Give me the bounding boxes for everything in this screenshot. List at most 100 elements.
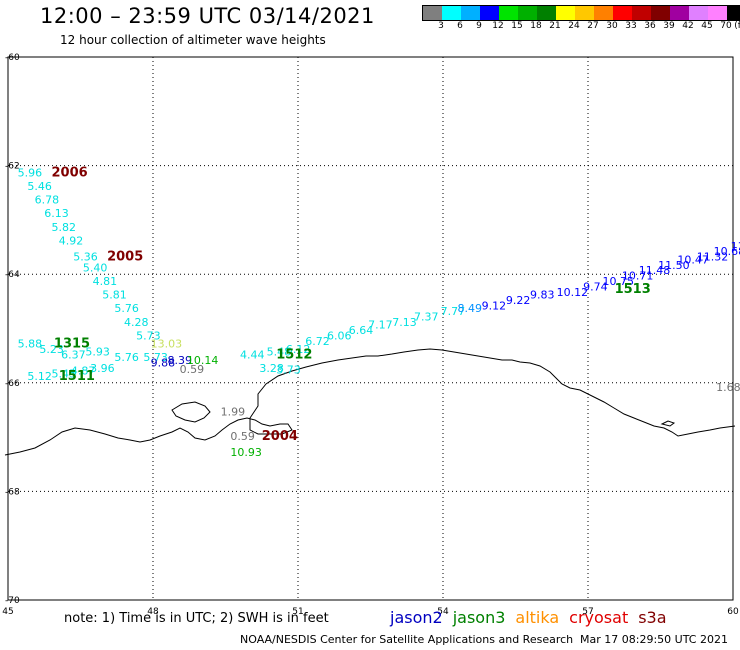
wave-height-label: 3.28 [259, 362, 284, 375]
lon-tick-label: 48 [147, 607, 159, 617]
wave-height-label: 5.73 [143, 351, 168, 364]
scale-label: 9 [476, 21, 482, 31]
wave-height-label: 3.96 [90, 362, 115, 375]
scale-swatch [689, 6, 708, 20]
mission-s3a: s3a [638, 608, 667, 627]
scale-label: 36 [644, 21, 656, 31]
scale-label: 12 [492, 21, 504, 31]
scale-label: 33 [625, 21, 637, 31]
scale-label: 39 [663, 21, 675, 31]
credit-text: NOAA/NESDIS Center for Satellite Applica… [240, 633, 574, 646]
wave-height-label: 4.44 [240, 348, 265, 361]
wave-height-label: 5.23 [39, 343, 64, 356]
wave-height-label: 11.50 [658, 259, 690, 272]
timestamp-text: Mar 17 08:29:50 UTC 2021 [580, 633, 728, 646]
mission-altika: altika [515, 608, 560, 627]
scale-label: 27 [587, 21, 599, 31]
wave-height-label: 8.49 [458, 302, 483, 315]
wave-height-label: 10.75 [603, 275, 635, 288]
scale-swatch [518, 6, 537, 20]
wave-height-label: 5.76 [114, 351, 139, 364]
observation-labels: 5.965.466.786.135.824.92 5.365.404.815.81… [18, 166, 740, 459]
wave-height-label: 4.87 [71, 365, 96, 378]
wave-height-label: 10.14 [187, 354, 219, 367]
page-title: 12:00 – 23:59 UTC 03/14/2021 [40, 4, 375, 28]
scale-label: 42 [682, 21, 694, 31]
wave-height-label: 13.03 [151, 338, 183, 351]
islet-path [660, 420, 676, 427]
wave-height-label: 1.99 [221, 405, 246, 418]
page-subtitle: 12 hour collection of altimeter wave hei… [60, 33, 326, 47]
lat-tick-label: -70 [5, 596, 20, 606]
wave-height-label: 6.72 [305, 335, 330, 348]
wave-height-label: 5.73 [136, 329, 161, 342]
wave-height-label: 10.71 [622, 270, 654, 283]
wave-height-label: 3.73 [276, 364, 301, 377]
wave-height-label: 10.47 [677, 253, 709, 266]
wave-height-label: 9.88 [151, 357, 176, 370]
wave-height-label: 5.40 [83, 261, 108, 274]
wave-height-label: 7.17 [368, 319, 393, 332]
scale-label: 18 [530, 21, 542, 31]
mission-cryosat: cryosat [569, 608, 629, 627]
wave-height-label: 11.48 [639, 264, 671, 277]
lon-tick-label: 60 [727, 607, 739, 617]
scale-label: 45 [701, 21, 713, 31]
wave-height-label: 8.39 [168, 354, 193, 367]
wave-height-label: 9.22 [506, 294, 531, 307]
lat-tick-label: -64 [5, 270, 20, 280]
scale-label: 6 [457, 21, 463, 31]
wave-height-label: 10.12 [557, 286, 589, 299]
scale-label: 24 [568, 21, 580, 31]
wave-height-label: 7.77 [441, 305, 466, 318]
wave-height-label: 9.74 [583, 280, 608, 293]
scale-label: (ft) [734, 21, 740, 31]
wave-height-label: 6.64 [349, 324, 374, 337]
scale-swatch [632, 6, 651, 20]
wave-height-label: 7.37 [414, 310, 439, 323]
scale-swatch [651, 6, 670, 20]
lon-tick-label: 45 [2, 607, 13, 617]
island-path [171, 401, 211, 423]
pass-time-label: 2004 [262, 429, 298, 444]
wave-height-label: 4.92 [59, 234, 84, 247]
pass-time-label: 1511 [59, 369, 95, 384]
scale-swatch [423, 6, 442, 20]
wave-height-label: 11 [731, 240, 740, 253]
wave-height-label: 0.59 [230, 430, 255, 443]
wave-height-label: 6.06 [327, 329, 352, 342]
wave-height-label: 0.59 [180, 363, 205, 376]
scale-swatch [575, 6, 594, 20]
wave-height-label: 9.83 [530, 289, 555, 302]
wave-height-label: 6.37 [61, 348, 86, 361]
wave-height-label: 10.93 [230, 446, 261, 459]
pass-labels: 2006 2005 1315 1511 1512 1513 2004 [52, 165, 651, 443]
lat-tick-label: -62 [5, 162, 20, 172]
scale-label: 15 [511, 21, 523, 31]
mission-legend: jason2 jason3 altika cryosat s3a [390, 608, 677, 627]
wave-height-label: 10.68 [714, 245, 740, 258]
scale-swatch [613, 6, 632, 20]
lon-tick-label: 57 [582, 607, 593, 617]
scale-label: 70 [720, 21, 732, 31]
scale-swatch [442, 6, 461, 20]
wave-height-label: 7.13 [392, 316, 417, 329]
footer-note: note: 1) Time is in UTC; 2) SWH is in fe… [64, 611, 329, 626]
wave-height-label: 4.81 [93, 275, 118, 288]
scale-swatch [670, 6, 689, 20]
wave-height-label: 5.12 [27, 370, 52, 383]
wave-height-label: 4.28 [124, 316, 149, 329]
scale-label: 3 [438, 21, 444, 31]
mission-jason3: jason3 [452, 608, 506, 627]
pass-time-label: 1512 [276, 347, 312, 362]
mission-jason2: jason2 [390, 608, 443, 627]
wave-height-label: 9.12 [482, 299, 507, 312]
scale-label: 21 [549, 21, 561, 31]
wave-height-label: 5.82 [52, 221, 77, 234]
color-scale-bar [422, 5, 740, 21]
lat-tick-label: -60 [5, 53, 20, 63]
wave-height-label: 5.93 [85, 346, 110, 359]
wave-height-label: 1.68 [716, 381, 740, 394]
